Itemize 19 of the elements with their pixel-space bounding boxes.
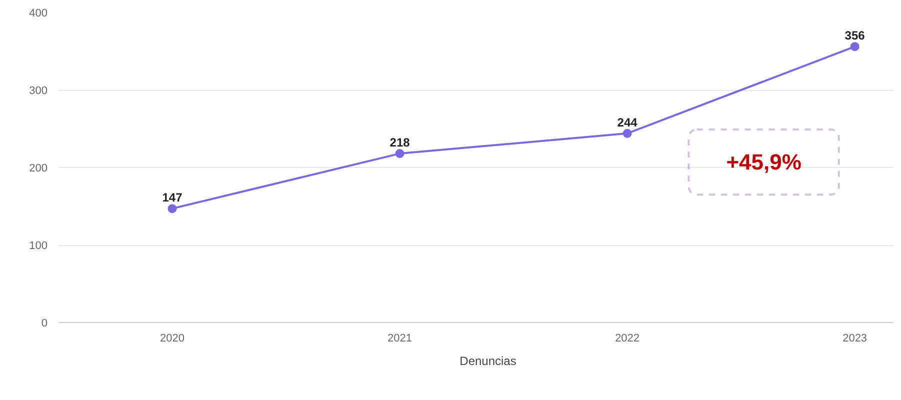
- point: [395, 149, 404, 158]
- y-tick-label: 100: [29, 240, 48, 252]
- point: [168, 204, 177, 214]
- y-tick-label: 400: [29, 8, 48, 20]
- y-tick-label: 300: [29, 85, 48, 97]
- annotation: +45,9%: [726, 150, 802, 175]
- x-tick-label: 2020: [160, 332, 185, 344]
- x-tick-label: 2021: [388, 332, 412, 344]
- text: Denuncias: [460, 354, 516, 368]
- point: [850, 42, 860, 52]
- y-tick-label: 0: [41, 318, 48, 330]
- data-label: 244: [617, 115, 638, 130]
- point: [622, 128, 632, 138]
- x-tick-label: 2023: [842, 332, 868, 344]
- data-label: 147: [162, 190, 183, 205]
- x-tick-label: 2022: [615, 332, 640, 344]
- data-label: 356: [844, 28, 866, 43]
- y-tick-label: 200: [29, 162, 48, 174]
- data-label: 218: [390, 136, 410, 150]
